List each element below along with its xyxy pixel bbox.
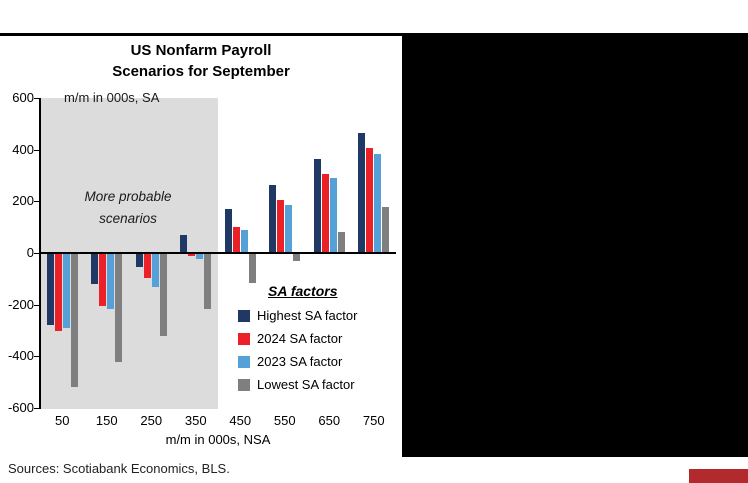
legend-item-label: Lowest SA factor — [257, 377, 355, 392]
legend-item-label: 2023 SA factor — [257, 354, 343, 369]
chart-title: US Nonfarm Payroll Scenarios for Septemb… — [0, 40, 402, 82]
bar — [248, 253, 256, 283]
bar — [46, 253, 54, 326]
bar — [91, 253, 99, 284]
bar — [337, 232, 345, 253]
bar — [382, 206, 390, 253]
bar — [329, 178, 337, 253]
legend-title: SA factors — [268, 283, 338, 299]
y-tick-label: 600 — [12, 90, 34, 105]
legend-swatch — [238, 309, 250, 322]
sources-text: Sources: Scotiabank Economics, BLS. — [8, 461, 230, 476]
legend-item-label: Highest SA factor — [257, 308, 358, 323]
chart-title-line1: US Nonfarm Payroll — [130, 42, 272, 59]
legend-item-label: 2024 SA factor — [257, 331, 343, 346]
x-tick-label: 350 — [184, 413, 207, 428]
x-tick-label: 650 — [318, 413, 341, 428]
shaded-region-label: More probable scenarios — [58, 186, 198, 230]
bar — [285, 205, 293, 253]
chart-title-line2: Scenarios for September — [112, 63, 290, 80]
y-tick-mark — [34, 201, 39, 203]
y-tick-mark — [34, 149, 39, 151]
legend-item: 2023 SA factor — [238, 354, 398, 369]
bar — [321, 174, 329, 253]
x-tick-label: 250 — [140, 413, 163, 428]
bar — [374, 153, 382, 253]
x-tick-label: 450 — [229, 413, 252, 428]
y-tick-label: 400 — [12, 141, 34, 157]
bar — [277, 200, 285, 253]
bar — [196, 253, 204, 260]
bar — [188, 253, 196, 256]
x-tick-label: 750 — [362, 413, 385, 428]
bar — [358, 132, 366, 253]
y-tick-label: -200 — [7, 296, 34, 312]
legend-items: Highest SA factor 2024 SA factor 2023 SA f… — [238, 308, 398, 392]
x-tick-label: 550 — [273, 413, 296, 428]
bar — [204, 253, 212, 309]
x-ticks-layer: 50 150 250 350 450 550 650 750 — [0, 36, 402, 457]
bar — [269, 184, 277, 253]
y-axis-note: m/m in 000s, SA — [64, 90, 160, 105]
x-axis-label: m/m in 000s, NSA — [165, 432, 271, 447]
y-tick-mark — [34, 356, 39, 358]
x-tick-label: 150 — [95, 413, 118, 428]
y-tick-label: -400 — [7, 348, 34, 364]
bar — [115, 253, 123, 362]
bar — [151, 253, 159, 287]
zero-axis-line — [40, 252, 396, 254]
bar — [313, 158, 321, 253]
bars-layer — [0, 36, 402, 457]
bar — [54, 253, 62, 331]
x-tick-label: 50 — [55, 413, 70, 428]
legend-item: Lowest SA factor — [238, 377, 398, 392]
bar — [293, 253, 301, 261]
bar — [180, 234, 188, 253]
bar — [159, 253, 167, 336]
y-tick-mark — [34, 304, 39, 306]
legend: SA factors Highest SA factor 2024 SA fact… — [238, 283, 398, 400]
legend-item: 2024 SA factor — [238, 331, 398, 346]
y-tick-label: -600 — [7, 400, 34, 415]
bar — [232, 227, 240, 253]
legend-swatch — [238, 378, 250, 391]
legend-swatch — [238, 332, 250, 345]
y-tick-label: 0 — [26, 245, 34, 260]
red-accent — [689, 469, 748, 483]
shaded-label-line2: scenarios — [99, 211, 157, 226]
bar — [99, 253, 107, 306]
chart-card: US Nonfarm Payroll Scenarios for Septemb… — [0, 33, 402, 457]
black-panel — [402, 33, 748, 457]
y-ticks-layer: 600 400 200 0 -200 -400 -600 — [0, 36, 402, 457]
bar — [70, 253, 78, 388]
y-tick-mark — [34, 408, 39, 409]
y-tick-mark — [34, 98, 39, 99]
legend-item: Highest SA factor — [238, 308, 398, 323]
bar — [240, 229, 248, 253]
legend-swatch — [238, 355, 250, 368]
y-tick-mark — [34, 253, 39, 254]
bar — [366, 148, 374, 253]
bar — [135, 253, 143, 268]
bar — [224, 209, 232, 253]
bar — [107, 253, 115, 309]
y-tick-label: 200 — [12, 193, 34, 209]
bar — [62, 253, 70, 328]
bar — [143, 253, 151, 278]
shaded-label-line1: More probable — [84, 189, 172, 204]
